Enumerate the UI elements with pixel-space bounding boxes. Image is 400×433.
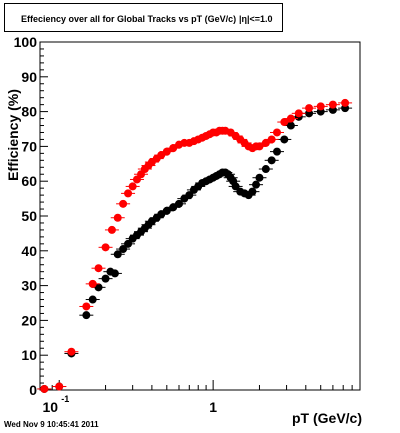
data-point	[286, 121, 295, 130]
data-point	[341, 98, 350, 107]
x-tick-label: 1	[209, 399, 217, 415]
data-point	[119, 199, 128, 208]
data-point	[101, 243, 110, 252]
data-point	[128, 182, 137, 191]
y-tick-label: 20	[21, 312, 37, 328]
chart-title-eta-cut: |η|<=1.0	[239, 14, 273, 24]
plot-frame	[39, 41, 361, 391]
data-point	[252, 180, 261, 189]
y-axis-title: Efficiency (%)	[5, 89, 21, 181]
data-point	[162, 147, 171, 156]
y-tick-label: 90	[21, 69, 37, 85]
data-point	[273, 147, 282, 156]
x-tick-label: 10	[42, 399, 58, 415]
x-axis-title: pT (GeV/c)	[292, 410, 362, 426]
data-point	[113, 213, 122, 222]
y-tick-label: 10	[21, 347, 37, 363]
data-point	[231, 182, 240, 191]
data-point	[261, 165, 270, 174]
chart-title-box: Effeciency over all for Global Tracks vs…	[4, 3, 283, 32]
data-point	[255, 142, 264, 151]
data-point	[185, 191, 194, 200]
data-point	[261, 138, 270, 147]
data-point	[124, 189, 133, 198]
data-point	[124, 239, 133, 248]
data-point	[328, 100, 337, 109]
data-point	[119, 245, 128, 254]
data-point	[294, 109, 303, 118]
data-point	[88, 279, 97, 288]
y-tick-label: 0	[29, 382, 37, 398]
data-point	[267, 156, 276, 165]
data-point	[255, 173, 264, 182]
data-point	[110, 269, 119, 278]
data-point	[94, 264, 103, 273]
data-point	[107, 225, 116, 234]
chart-marks	[37, 98, 353, 393]
data-point	[40, 384, 49, 393]
chart-title: Effeciency over all for Global Tracks vs…	[21, 14, 237, 24]
y-tick-label: 60	[21, 173, 37, 189]
data-point	[316, 102, 325, 111]
y-tick-label: 30	[21, 278, 37, 294]
y-tick-label: 70	[21, 138, 37, 154]
data-point	[305, 104, 314, 113]
timestamp: Wed Nov 9 10:45:41 2011	[4, 420, 99, 429]
data-point	[113, 250, 122, 259]
data-point	[67, 347, 76, 356]
data-point	[169, 203, 178, 212]
data-point	[82, 302, 91, 311]
data-point	[101, 274, 110, 283]
data-point	[82, 311, 91, 320]
y-tick-label: 50	[21, 208, 37, 224]
y-tick-label: 100	[14, 34, 38, 50]
data-point	[94, 283, 103, 292]
y-tick-label: 40	[21, 243, 37, 259]
data-point	[280, 135, 289, 144]
data-point	[88, 295, 97, 304]
data-point	[248, 187, 257, 196]
data-point	[267, 135, 276, 144]
data-point	[273, 128, 282, 137]
data-point	[55, 382, 64, 391]
data-point	[280, 118, 289, 127]
data-point	[169, 144, 178, 153]
x-tick-exponent: -1	[61, 394, 69, 404]
data-point	[174, 199, 183, 208]
y-tick-label: 80	[21, 104, 37, 120]
data-point	[286, 114, 295, 123]
data-point	[162, 206, 171, 215]
